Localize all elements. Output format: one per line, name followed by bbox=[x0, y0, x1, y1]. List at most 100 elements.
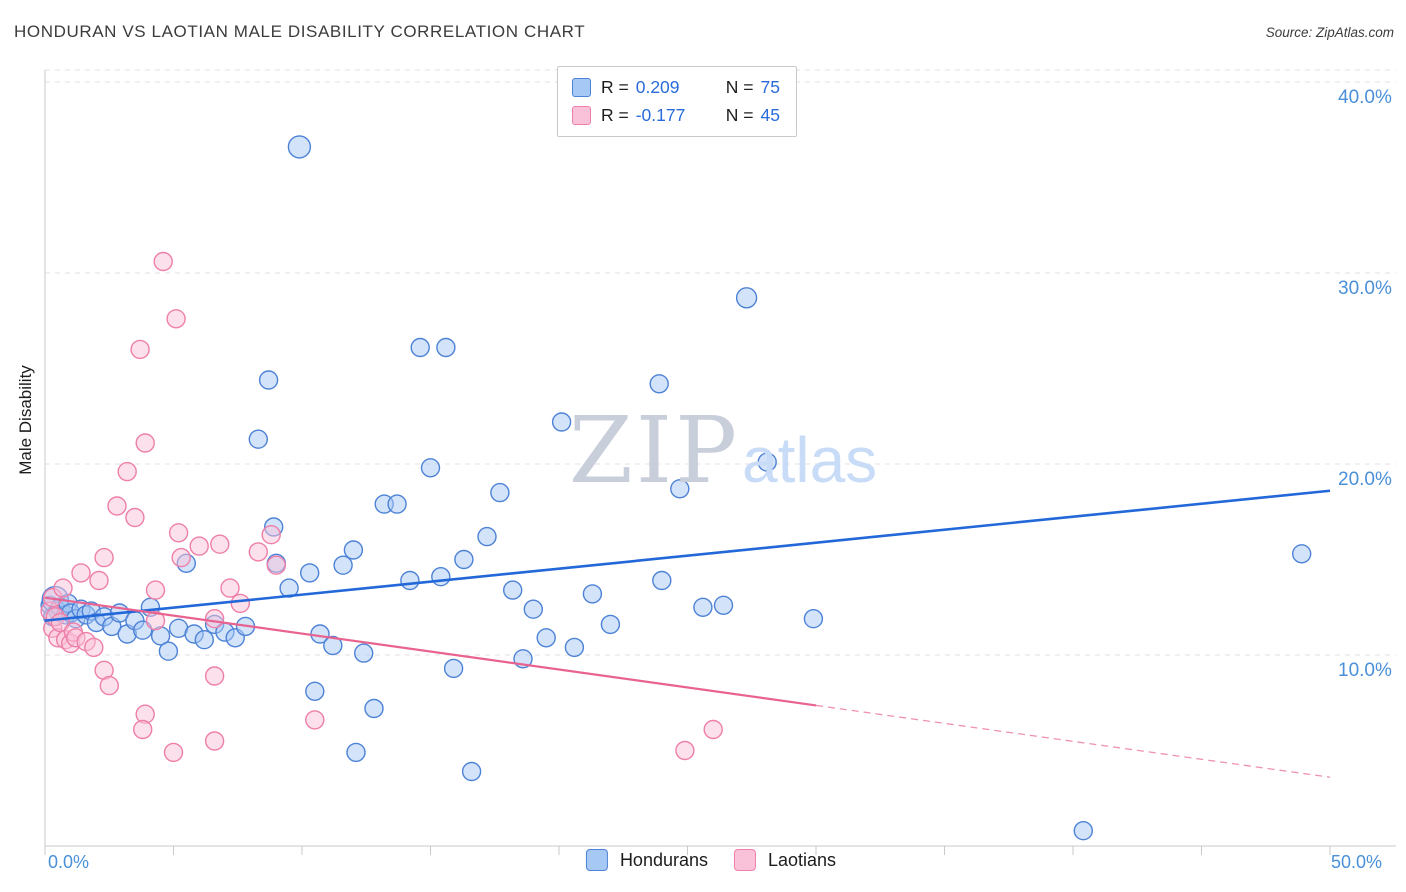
point-laotians bbox=[261, 525, 281, 545]
point-hondurans bbox=[323, 635, 343, 656]
y-tick-label: 10.0% bbox=[1338, 660, 1392, 681]
point-hondurans bbox=[1291, 544, 1312, 564]
trend-line-laotians bbox=[44, 596, 817, 707]
point-hondurans bbox=[248, 429, 268, 449]
point-laotians bbox=[204, 731, 225, 751]
point-hondurans bbox=[503, 580, 523, 600]
point-laotians bbox=[89, 570, 109, 591]
point-hondurans bbox=[387, 494, 407, 514]
point-laotians bbox=[53, 578, 73, 598]
point-hondurans bbox=[194, 630, 215, 650]
correlation-legend: R = 0.209 N = 75 R = -0.177 N = 45 bbox=[557, 66, 797, 137]
point-laotians bbox=[703, 719, 723, 740]
point-laotians bbox=[171, 547, 191, 568]
point-hondurans bbox=[454, 549, 474, 570]
x-axis-min-label: 0.0% bbox=[48, 852, 90, 872]
point-hondurans bbox=[477, 526, 497, 547]
point-hondurans bbox=[443, 658, 464, 679]
point-hondurans bbox=[649, 374, 669, 394]
point-hondurans bbox=[132, 620, 153, 640]
point-hondurans bbox=[600, 614, 621, 635]
r-label-hondurans: R = bbox=[601, 77, 629, 97]
point-hondurans bbox=[713, 595, 734, 615]
point-hondurans bbox=[490, 482, 510, 503]
point-hondurans bbox=[693, 597, 713, 617]
laotians-swatch bbox=[572, 106, 591, 125]
point-hondurans bbox=[1073, 821, 1094, 841]
point-hondurans bbox=[287, 135, 312, 159]
hondurans-legend-swatch bbox=[585, 849, 608, 871]
point-laotians bbox=[210, 534, 230, 554]
point-laotians bbox=[145, 580, 166, 600]
point-laotians bbox=[305, 710, 325, 730]
legend-row-laotians: R = -0.177 N = 45 bbox=[572, 105, 780, 126]
point-laotians bbox=[168, 523, 189, 543]
point-laotians bbox=[163, 742, 184, 763]
laotians-legend-label: Laotians bbox=[768, 849, 837, 870]
point-hondurans bbox=[333, 555, 353, 575]
hondurans-swatch bbox=[572, 78, 591, 97]
point-hondurans bbox=[436, 337, 456, 358]
hondurans-legend-label: Hondurans bbox=[619, 849, 708, 870]
point-hondurans bbox=[410, 337, 430, 358]
point-hondurans bbox=[364, 698, 384, 719]
point-laotians bbox=[130, 339, 150, 360]
point-laotians bbox=[153, 251, 173, 272]
series-legend: Hondurans Laotians bbox=[585, 849, 850, 871]
n-label-laotians: N = bbox=[725, 105, 754, 125]
point-hondurans bbox=[582, 584, 603, 604]
trend-line-laotians-extrapolated bbox=[815, 704, 1331, 778]
source-label: Source: ZipAtlas.com bbox=[1265, 25, 1394, 40]
point-laotians bbox=[675, 740, 695, 761]
legend-row-hondurans: R = 0.209 N = 75 bbox=[572, 77, 780, 98]
point-laotians bbox=[99, 675, 120, 696]
n-value-laotians: 45 bbox=[760, 105, 780, 125]
point-hondurans bbox=[735, 287, 758, 309]
point-laotians bbox=[166, 309, 186, 329]
point-hondurans bbox=[300, 563, 320, 583]
point-laotians bbox=[107, 496, 127, 516]
point-laotians bbox=[71, 563, 91, 583]
trend-line-hondurans bbox=[44, 489, 1331, 622]
point-hondurans bbox=[757, 452, 777, 472]
y-axis-title: Male Disability bbox=[16, 365, 35, 475]
point-hondurans bbox=[346, 742, 366, 763]
point-laotians bbox=[189, 536, 209, 556]
point-laotians bbox=[84, 637, 104, 658]
point-laotians bbox=[125, 507, 145, 528]
r-value-laotians: -0.177 bbox=[635, 105, 686, 125]
point-laotians bbox=[94, 547, 114, 568]
point-hondurans bbox=[564, 637, 585, 658]
point-laotians bbox=[230, 593, 251, 614]
point-laotians bbox=[132, 719, 153, 740]
point-hondurans bbox=[420, 458, 441, 478]
page-title: HONDURAN VS LAOTIAN MALE DISABILITY CORR… bbox=[14, 22, 586, 41]
point-hondurans bbox=[354, 643, 374, 663]
y-tick-label: 20.0% bbox=[1338, 469, 1392, 490]
y-tick-label: 40.0% bbox=[1338, 87, 1392, 108]
point-laotians bbox=[204, 666, 225, 686]
point-hondurans bbox=[523, 599, 543, 619]
point-laotians bbox=[135, 433, 155, 453]
point-hondurans bbox=[258, 370, 279, 390]
point-hondurans bbox=[431, 567, 451, 587]
point-laotians bbox=[266, 555, 286, 575]
r-label-laotians: R = bbox=[601, 105, 629, 125]
point-hondurans bbox=[305, 681, 325, 701]
point-hondurans bbox=[158, 641, 179, 661]
n-value-hondurans: 75 bbox=[760, 77, 780, 97]
point-hondurans bbox=[670, 479, 690, 499]
n-label-hondurans: N = bbox=[725, 77, 754, 97]
point-laotians bbox=[117, 461, 137, 482]
point-laotians bbox=[145, 610, 166, 631]
point-hondurans bbox=[400, 570, 420, 591]
point-laotians bbox=[248, 542, 268, 562]
point-laotians bbox=[220, 578, 240, 598]
point-hondurans bbox=[461, 761, 482, 782]
y-tick-label: 30.0% bbox=[1338, 278, 1392, 299]
x-axis-max-label: 50.0% bbox=[1331, 852, 1383, 872]
point-hondurans bbox=[803, 609, 824, 629]
r-value-hondurans: 0.209 bbox=[635, 77, 680, 97]
